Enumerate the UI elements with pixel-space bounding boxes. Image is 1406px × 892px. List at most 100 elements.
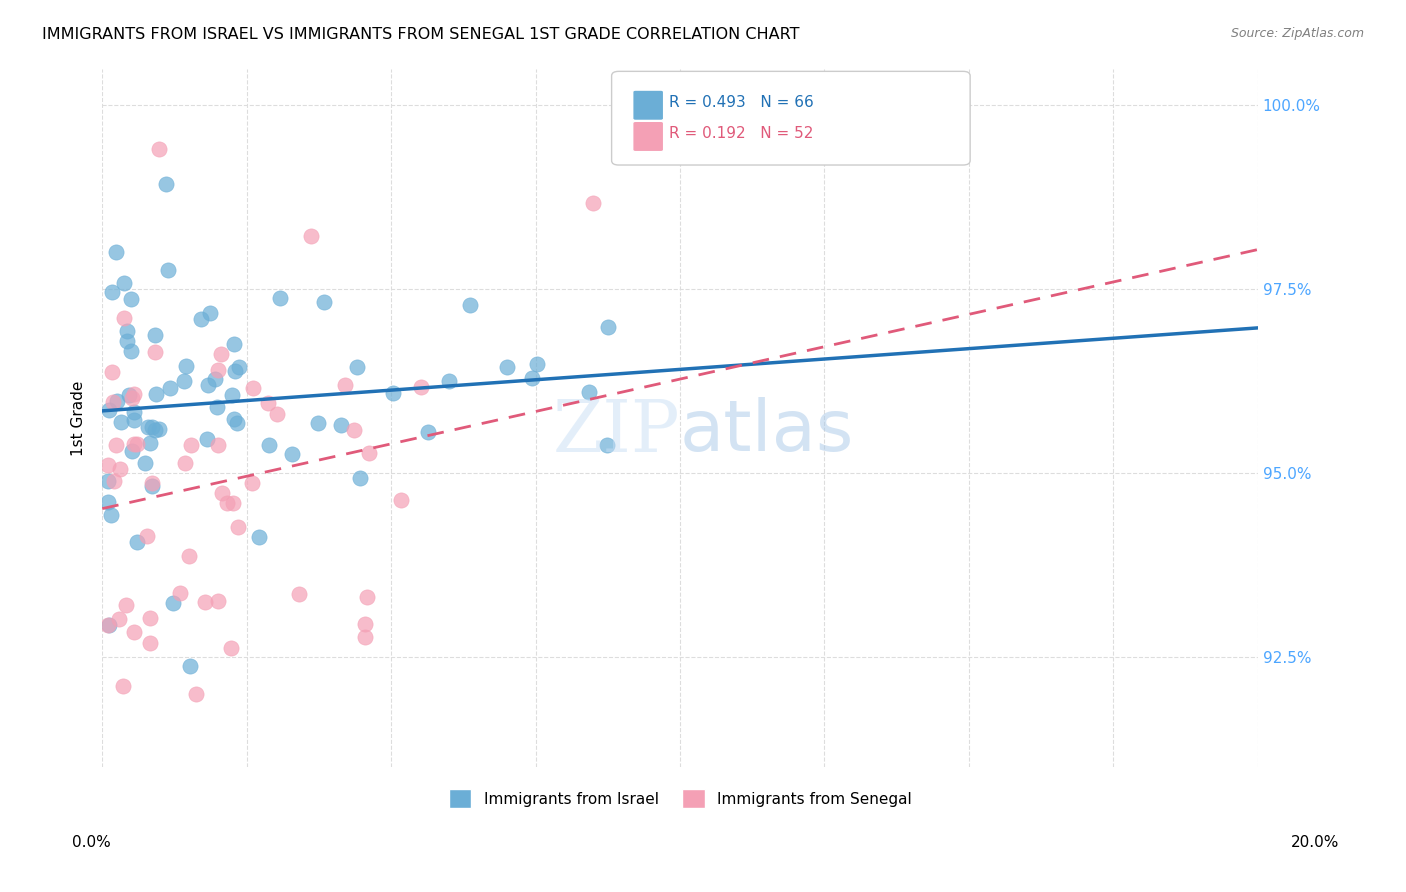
- Point: [121, 444, 143, 458]
- Point: [211, 485, 233, 500]
- Point: [121, 392, 143, 406]
- Point: [125, 437, 148, 451]
- Point: [155, 177, 177, 191]
- Text: atlas: atlas: [681, 397, 855, 467]
- Point: [333, 378, 356, 392]
- Point: [307, 416, 329, 430]
- Point: [97, 402, 120, 417]
- Point: [222, 337, 245, 351]
- Point: [314, 294, 336, 309]
- Point: [224, 364, 246, 378]
- Y-axis label: 1st Grade: 1st Grade: [72, 380, 86, 456]
- Point: [97, 617, 120, 632]
- Point: [460, 298, 482, 312]
- Point: [101, 394, 124, 409]
- Point: [97, 474, 120, 488]
- Point: [207, 437, 229, 451]
- Point: [148, 142, 170, 156]
- Point: [115, 334, 138, 348]
- Point: [389, 492, 412, 507]
- Point: [173, 374, 195, 388]
- Point: [141, 479, 163, 493]
- Point: [141, 420, 163, 434]
- Point: [97, 495, 120, 509]
- Point: [105, 394, 128, 409]
- Point: [112, 276, 135, 290]
- Point: [257, 396, 280, 410]
- Point: [148, 422, 170, 436]
- Point: [221, 388, 243, 402]
- Point: [346, 359, 368, 374]
- Point: [139, 635, 162, 649]
- Point: [145, 387, 167, 401]
- Point: [125, 535, 148, 549]
- Point: [582, 196, 605, 211]
- Point: [108, 612, 131, 626]
- Point: [111, 679, 134, 693]
- Point: [180, 437, 202, 451]
- Point: [195, 432, 218, 446]
- Point: [222, 411, 245, 425]
- Point: [349, 471, 371, 485]
- Point: [228, 360, 250, 375]
- Point: [411, 380, 433, 394]
- Point: [198, 306, 221, 320]
- Point: [357, 445, 380, 459]
- Point: [204, 372, 226, 386]
- Point: [240, 475, 263, 490]
- Point: [194, 595, 217, 609]
- Point: [226, 519, 249, 533]
- Point: [190, 311, 212, 326]
- Point: [329, 417, 352, 432]
- Point: [115, 324, 138, 338]
- Point: [354, 617, 377, 632]
- Point: [266, 407, 288, 421]
- Point: [281, 446, 304, 460]
- Point: [242, 381, 264, 395]
- Point: [287, 587, 309, 601]
- Point: [197, 377, 219, 392]
- Text: IMMIGRANTS FROM ISRAEL VS IMMIGRANTS FROM SENEGAL 1ST GRADE CORRELATION CHART: IMMIGRANTS FROM ISRAEL VS IMMIGRANTS FRO…: [42, 27, 800, 42]
- Point: [169, 585, 191, 599]
- Point: [381, 386, 404, 401]
- Point: [162, 596, 184, 610]
- Point: [174, 456, 197, 470]
- Point: [354, 631, 377, 645]
- Point: [157, 262, 180, 277]
- Point: [219, 640, 242, 655]
- Point: [103, 474, 125, 488]
- Point: [121, 292, 143, 306]
- Point: [343, 424, 366, 438]
- Point: [598, 320, 620, 334]
- Point: [578, 384, 600, 399]
- Point: [222, 496, 245, 510]
- Point: [100, 508, 122, 522]
- Point: [179, 658, 201, 673]
- Point: [209, 346, 232, 360]
- Point: [159, 381, 181, 395]
- Point: [122, 387, 145, 401]
- Point: [526, 357, 548, 371]
- Point: [207, 362, 229, 376]
- Point: [98, 618, 121, 632]
- Text: 0.0%: 0.0%: [72, 836, 111, 850]
- Text: R = 0.493   N = 66: R = 0.493 N = 66: [669, 95, 814, 110]
- Point: [143, 345, 166, 359]
- Point: [122, 625, 145, 640]
- Point: [124, 413, 146, 427]
- Point: [115, 598, 138, 612]
- Point: [97, 458, 120, 472]
- Point: [122, 404, 145, 418]
- Point: [139, 435, 162, 450]
- Legend: Immigrants from Israel, Immigrants from Senegal: Immigrants from Israel, Immigrants from …: [441, 781, 920, 815]
- Point: [184, 688, 207, 702]
- Text: R = 0.192   N = 52: R = 0.192 N = 52: [669, 127, 814, 141]
- Point: [141, 476, 163, 491]
- Point: [416, 425, 439, 439]
- Point: [215, 496, 238, 510]
- Text: Source: ZipAtlas.com: Source: ZipAtlas.com: [1230, 27, 1364, 40]
- Point: [112, 311, 135, 326]
- Point: [101, 285, 124, 299]
- Point: [596, 438, 619, 452]
- Text: 20.0%: 20.0%: [1291, 836, 1339, 850]
